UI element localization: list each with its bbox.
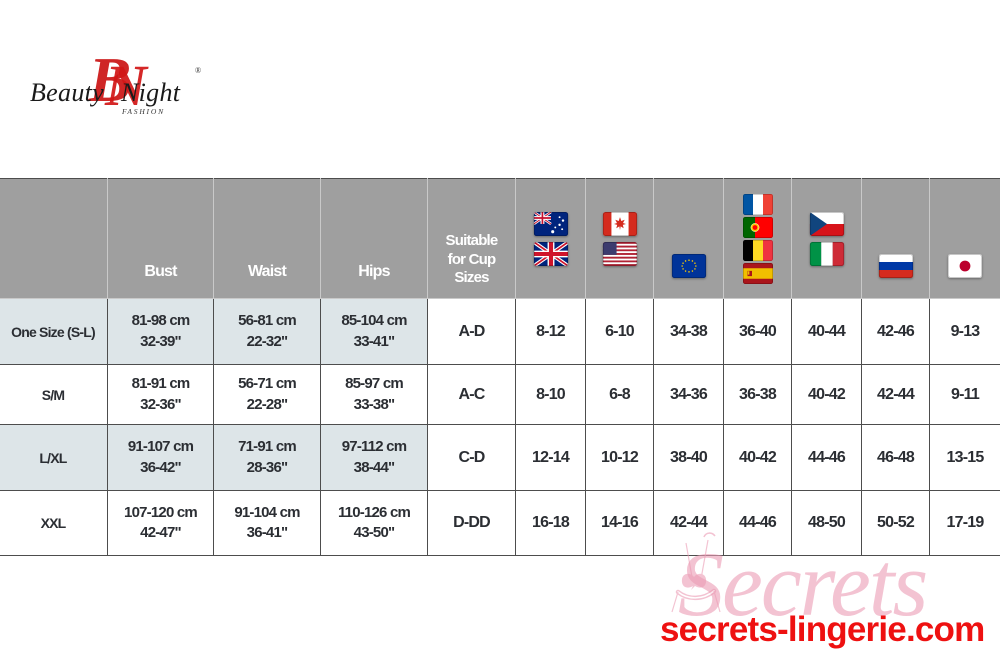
svg-text:®: ® xyxy=(195,66,201,75)
svg-text:Beauty: Beauty xyxy=(30,78,104,107)
svg-text:secrets-lingerie.com: secrets-lingerie.com xyxy=(660,610,984,649)
svg-text:FASHION: FASHION xyxy=(121,107,165,116)
svg-text:Night: Night xyxy=(120,78,181,107)
